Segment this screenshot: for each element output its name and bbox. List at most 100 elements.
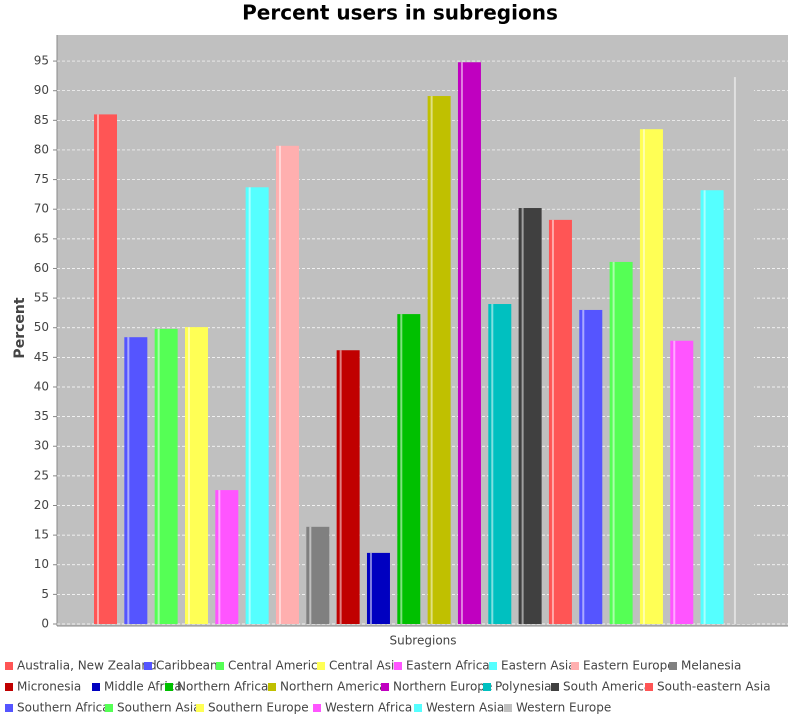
- y-tick-label: 90: [34, 83, 49, 97]
- y-tick-label: 0: [41, 617, 49, 631]
- legend-swatch: [105, 704, 113, 712]
- x-axis-label: Subregions: [389, 634, 456, 648]
- bar: [548, 219, 572, 624]
- bar: [124, 337, 148, 624]
- legend-label: Northern Europe: [393, 680, 492, 694]
- bar: [609, 261, 633, 624]
- legend-label: Eastern Europe: [583, 659, 675, 673]
- legend-swatch: [414, 704, 422, 712]
- legend-swatch: [268, 683, 276, 691]
- bar-highlight: [733, 77, 736, 625]
- legend-swatch: [489, 662, 497, 670]
- y-tick-label: 75: [34, 172, 49, 186]
- legend-swatch: [165, 683, 173, 691]
- y-tick-label: 50: [34, 320, 49, 334]
- legend-label: Northern Africa: [177, 680, 268, 694]
- bar-highlight: [218, 490, 221, 624]
- bar: [670, 340, 694, 624]
- y-tick-label: 95: [34, 54, 49, 68]
- bar-highlight: [309, 526, 312, 624]
- bar: [397, 314, 421, 624]
- y-tick-label: 70: [34, 202, 49, 216]
- bar-highlight: [612, 261, 615, 624]
- bar-highlight: [278, 145, 281, 624]
- legend-label: Melanesia: [681, 659, 741, 673]
- legend-swatch: [381, 683, 389, 691]
- legend-swatch: [504, 704, 512, 712]
- bar-highlight: [551, 219, 554, 624]
- bar-highlight: [97, 114, 99, 625]
- y-tick-label: 80: [34, 142, 49, 156]
- legend-swatch: [317, 662, 325, 670]
- bar: [579, 309, 603, 624]
- bar-highlight: [157, 328, 160, 624]
- plot-area: [57, 35, 788, 626]
- bar: [245, 187, 269, 624]
- y-tick-label: 85: [34, 113, 49, 127]
- bar: [306, 526, 330, 624]
- y-tick-label: 5: [41, 587, 49, 601]
- legend-label: Eastern Asia: [501, 659, 576, 673]
- legend-label: Northern America: [280, 680, 387, 694]
- y-tick-label: 35: [34, 409, 49, 423]
- bar: [94, 114, 117, 625]
- legend-swatch: [144, 662, 152, 670]
- y-tick-label: 60: [34, 261, 49, 275]
- bar-highlight: [521, 208, 524, 624]
- legend-swatch: [571, 662, 579, 670]
- bar: [154, 328, 178, 624]
- bar: [275, 145, 299, 624]
- legend-label: Western Europe: [516, 701, 611, 715]
- bar-highlight: [642, 129, 645, 624]
- legend-swatch: [669, 662, 677, 670]
- bar: [639, 129, 663, 624]
- bar-highlight: [248, 187, 251, 624]
- legend-label: Southern Europe: [208, 701, 309, 715]
- legend-label: Southern Africa: [17, 701, 110, 715]
- legend-label: Central Asia: [329, 659, 402, 673]
- bar-highlight: [460, 62, 463, 624]
- legend-swatch: [394, 662, 402, 670]
- legend-swatch: [5, 662, 13, 670]
- y-tick-label: 65: [34, 231, 49, 245]
- legend-label: Eastern Africa: [406, 659, 490, 673]
- legend-label: Polynesia: [495, 680, 552, 694]
- legend-swatch: [313, 704, 321, 712]
- legend-label: Central America: [228, 659, 325, 673]
- bar: [700, 190, 724, 624]
- bar: [730, 77, 754, 625]
- legend-swatch: [216, 662, 224, 670]
- bar-highlight: [187, 327, 190, 624]
- bar-highlight: [582, 309, 585, 624]
- chart-title: Percent users in subregions: [242, 1, 558, 25]
- bar: [488, 304, 512, 624]
- legend-label: South America: [563, 680, 651, 694]
- legend-swatch: [645, 683, 653, 691]
- legend-label: Australia, New Zealand: [17, 659, 157, 673]
- y-tick-label: 20: [34, 498, 49, 512]
- bar-highlight: [491, 304, 494, 624]
- legend-label: Western Asia: [426, 701, 504, 715]
- bar: [518, 208, 542, 624]
- legend-swatch: [483, 683, 491, 691]
- legend-swatch: [5, 704, 13, 712]
- bar-highlight: [430, 96, 433, 624]
- y-tick-label: 30: [34, 439, 49, 453]
- legend-label: Middle Africa: [104, 680, 182, 694]
- bar: [457, 62, 481, 624]
- legend-label: Micronesia: [17, 680, 81, 694]
- bar-highlight: [369, 552, 372, 624]
- y-tick-label: 55: [34, 291, 49, 305]
- legend-label: Caribbean: [156, 659, 218, 673]
- y-axis-label: Percent: [12, 297, 28, 358]
- legend-swatch: [551, 683, 559, 691]
- legend-swatch: [196, 704, 204, 712]
- bar-highlight: [127, 337, 130, 624]
- y-tick-label: 15: [34, 528, 49, 542]
- bar-highlight: [339, 350, 342, 624]
- bar-highlight: [400, 314, 403, 624]
- y-tick-label: 40: [34, 379, 49, 393]
- bar: [366, 552, 390, 624]
- bar-highlight: [703, 190, 706, 624]
